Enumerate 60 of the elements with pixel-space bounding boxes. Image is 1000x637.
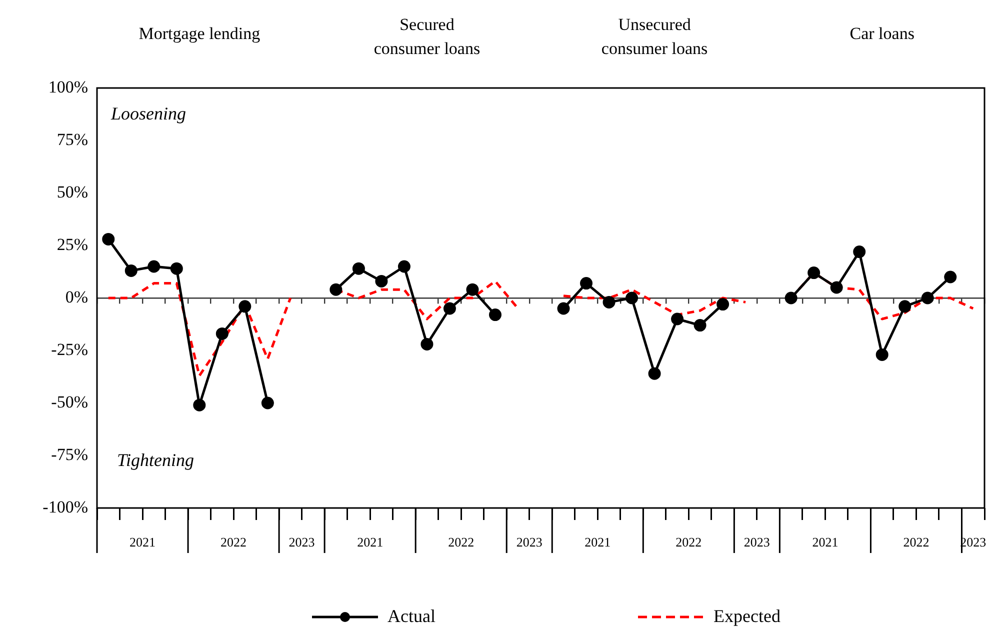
text: Unsecured consumer loans [601,15,708,58]
point [124,264,138,277]
point [808,266,820,280]
point [602,296,616,308]
text: 2023 [744,534,770,550]
text: 2022 [903,534,930,550]
point [853,246,866,258]
point [488,308,502,322]
point [216,327,228,340]
point [170,262,183,275]
y-tick-label: -100% [42,497,88,516]
point [375,274,388,288]
point [238,300,252,313]
text: 2022 [220,534,247,550]
y-tick-label: 50% [56,182,88,202]
text: 2021 [130,534,156,550]
legend-label: Expected [714,606,780,627]
point [716,298,730,311]
y-tick-label: -75% [51,444,88,464]
point [898,300,912,313]
point [944,270,957,284]
point [648,367,661,380]
text: 2023 [516,534,542,550]
text: Secured consumer loans [374,15,480,58]
point [193,398,206,412]
point [626,292,638,304]
point [921,292,934,304]
point [830,281,843,294]
point [420,338,434,350]
point [261,396,274,410]
y-tick-label: 25% [56,234,88,254]
y-tick-label: 100% [48,77,88,96]
point [102,232,115,246]
text: Car loans [850,24,914,43]
point [330,283,342,296]
y-tick-label: 0% [65,287,88,306]
point [148,260,160,273]
point [784,292,798,304]
text: 2022 [676,534,702,550]
text: Mortgage lending [138,24,261,43]
y-tick-label: 75% [56,130,88,149]
text: 2023 [288,534,315,550]
point [352,262,365,275]
y-tick-label: -25% [51,340,88,359]
y-tick-label: -50% [51,392,88,412]
point [398,260,410,273]
point [671,312,684,326]
text: 2021 [584,534,611,550]
text: 2022 [448,534,474,550]
point [557,302,570,315]
point [443,302,456,315]
annotation: Loosening [110,104,186,124]
annotation: Tightening [117,450,194,470]
text: 2021 [812,534,838,550]
point [580,277,593,290]
text: 2021 [357,534,384,550]
point [466,283,479,296]
legend-label: Actual [388,606,436,627]
point [876,348,888,361]
point [694,319,706,332]
